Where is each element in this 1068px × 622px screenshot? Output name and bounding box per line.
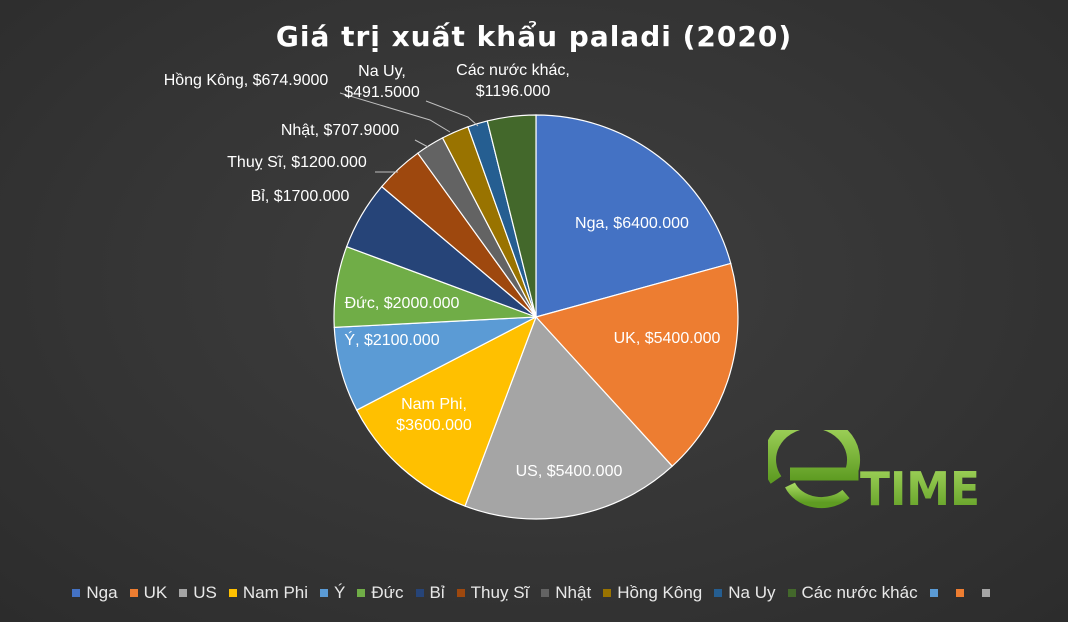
slice-label-category: Nhật, (281, 122, 324, 139)
legend-swatch (929, 589, 938, 597)
slice-label-value: $3600.000 (396, 417, 472, 434)
legend-swatch (541, 589, 550, 597)
slice-label-12: Các nước khác, $1196.000 (456, 62, 570, 100)
legend-swatch (456, 589, 465, 597)
slice-label-category: UK, (614, 330, 645, 347)
legend-label: Thuỵ Sĩ (470, 583, 530, 602)
legend-item-4: Nam Phi (228, 583, 309, 603)
legend-label: Các nước khác (801, 583, 918, 602)
slice-label-value: $2000.000 (384, 295, 460, 312)
slice-label-category: Bỉ, (251, 188, 274, 205)
logo-e-mark (768, 430, 861, 509)
slice-label-category: Thuỵ Sĩ, (227, 154, 291, 171)
slice-label-2: UK, $5400.000 (614, 330, 721, 347)
legend-empty-item-3 (981, 589, 996, 597)
legend-swatch (714, 589, 723, 597)
legend-label: Hồng Kông (617, 583, 703, 602)
legend-item-1: Nga (72, 583, 118, 603)
pie-slice-12 (486, 114, 537, 318)
legend-label: Bỉ (429, 583, 445, 602)
leader-line-11 (425, 100, 479, 127)
logo-text: TIME (860, 462, 980, 515)
slice-label-7: Bỉ, $1700.000 (251, 188, 350, 205)
legend-label: Ý (334, 583, 346, 602)
legend-item-2: UK (129, 583, 168, 603)
legend-label: US (193, 583, 217, 602)
legend-swatch (787, 589, 796, 597)
legend-swatch (228, 589, 237, 597)
slice-label-9: Nhật, $707.9000 (281, 122, 399, 139)
pie-slice-1 (535, 114, 732, 318)
slice-label-value: $674.9000 (253, 72, 329, 89)
chart-legend: Nga UK US Nam Phi Ý Đức Bỉ Thuỵ Sĩ Nhật Hồng Kông… (0, 583, 1068, 603)
slice-label-value: $2100.000 (364, 332, 440, 349)
legend-item-12: Các nước khác (787, 583, 918, 603)
leader-line-9 (414, 139, 429, 148)
slice-label-value: $1196.000 (476, 83, 551, 100)
slice-label-11: Na Uy, $491.5000 (344, 63, 420, 101)
legend-swatch (415, 589, 424, 597)
legend-swatch (72, 589, 81, 597)
pie-slice-2 (534, 262, 739, 468)
legend-item-7: Bỉ (415, 583, 445, 603)
legend-item-11: Na Uy (714, 583, 776, 603)
slice-label-category: Hồng Kông, (164, 72, 253, 89)
slice-label-value: $5400.000 (645, 330, 721, 347)
slice-label-1: Nga, $6400.000 (575, 215, 689, 232)
legend-item-6: Đức (357, 583, 404, 603)
legend-label: Đức (371, 583, 404, 602)
chart-title: Giá trị xuất khẩu paladi (2020) (275, 20, 793, 53)
slice-label-category: Na Uy, (358, 63, 406, 80)
legend-swatch (955, 589, 964, 597)
legend-swatch (320, 589, 329, 597)
slice-label-value: $491.5000 (344, 84, 420, 101)
legend-empty-item-1 (929, 589, 944, 597)
slice-label-category: Đức, (345, 295, 384, 312)
leader-line-10 (339, 92, 451, 133)
legend-label: Nhật (555, 583, 592, 602)
legend-swatch (179, 589, 188, 597)
slice-label-value: $1700.000 (274, 188, 350, 205)
legend-swatch (129, 589, 138, 597)
legend-swatch (603, 589, 612, 597)
slice-label-5: Ý, $2100.000 (344, 330, 439, 349)
legend-label: Nga (86, 583, 118, 602)
slice-label-category: Các nước khác, (456, 62, 570, 79)
pie-slice-4 (355, 315, 538, 507)
slice-label-value: $6400.000 (613, 215, 689, 232)
legend-label: UK (143, 583, 168, 602)
legend-item-5: Ý (320, 583, 345, 603)
slice-label-category: US, (516, 463, 547, 480)
slice-label-3: US, $5400.000 (516, 463, 623, 480)
slice-label-8: Thuỵ Sĩ, $1200.000 (227, 154, 367, 171)
slice-label-category: Nga, (575, 215, 613, 232)
legend-label: Na Uy (728, 583, 776, 602)
slice-label-value: $1200.000 (291, 154, 367, 171)
pie-slice-3 (464, 315, 674, 520)
legend-item-9: Nhật (541, 583, 591, 603)
slice-label-4: Nam Phi, $3600.000 (396, 396, 472, 434)
slice-label-6: Đức, $2000.000 (345, 295, 460, 312)
legend-label: Nam Phi (242, 583, 309, 602)
legend-item-8: Thuỵ Sĩ (456, 583, 530, 603)
etime-logo: TIME (768, 430, 980, 515)
slice-label-value: $707.9000 (324, 122, 400, 139)
legend-swatch (357, 589, 366, 597)
slice-label-10: Hồng Kông, $674.9000 (164, 72, 329, 89)
legend-item-3: US (179, 583, 217, 603)
legend-item-10: Hồng Kông (603, 583, 702, 603)
legend-empty-item-2 (955, 589, 970, 597)
slice-label-value: $5400.000 (547, 463, 623, 480)
slice-label-category: Nam Phi, (401, 396, 467, 413)
slice-label-category: Ý, (344, 330, 364, 349)
legend-swatch (981, 589, 990, 597)
